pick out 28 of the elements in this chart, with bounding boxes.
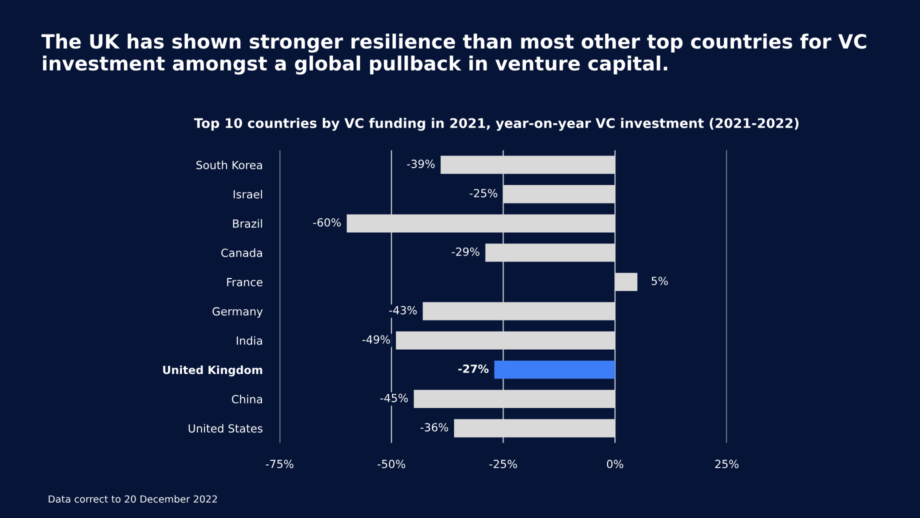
data-label: -36%	[420, 423, 448, 432]
data-label: -43%	[389, 306, 417, 314]
data-label: 5%	[652, 276, 668, 286]
y-tick-label: Israel	[234, 190, 262, 198]
x-tick-label: -25%	[489, 460, 517, 468]
data-label: -39%	[407, 160, 435, 168]
y-tick-label: United Kingdom	[163, 366, 262, 376]
data-label: -29%	[452, 247, 480, 256]
y-tick-label: China	[232, 394, 262, 404]
data-label: -49%	[362, 335, 390, 344]
y-tick-label: United States	[188, 424, 262, 433]
data-label: -45%	[380, 394, 408, 402]
data-label: -25%	[470, 188, 498, 198]
x-tick-label: 25%	[715, 460, 739, 468]
data-label: -60%	[313, 218, 341, 227]
chart-title: The UK has shown stronger resilience than most other top countries for VC investment amongst a global pullback in venture capital.	[41, 34, 866, 75]
data-label: -27%	[458, 364, 489, 373]
y-tick-label: Brazil	[233, 219, 262, 228]
y-tick-label: France	[227, 278, 262, 286]
y-tick-label: South Korea	[196, 160, 262, 170]
y-tick-label: Germany	[212, 307, 263, 318]
y-tick-label: Canada	[221, 248, 262, 258]
x-tick-label: 0%	[606, 460, 624, 468]
text: Data correct to 20 December 2022	[48, 495, 217, 503]
x-tick-label: -75%	[266, 460, 294, 468]
chart-subtitle: Top 10 countries by VC funding in 2021, year-on-year VC investment (2021-2022)	[194, 118, 798, 131]
y-tick-label: India	[236, 336, 262, 345]
x-tick-label: -50%	[378, 460, 406, 468]
